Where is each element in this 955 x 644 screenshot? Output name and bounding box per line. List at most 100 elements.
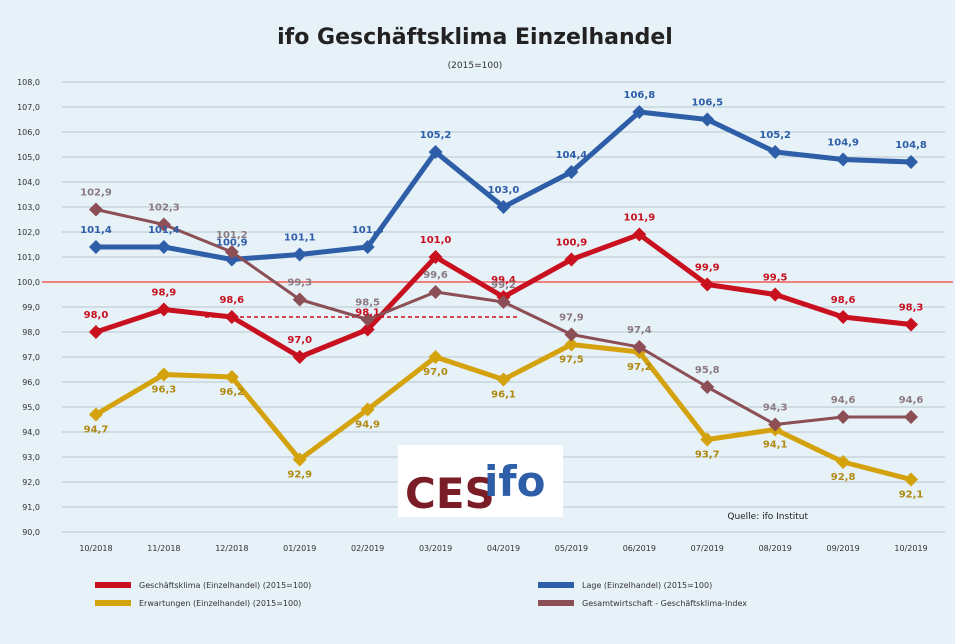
data-point (292, 452, 307, 467)
logo-text-ces: CES (405, 469, 495, 518)
legend-swatch (95, 600, 131, 606)
data-label: 96,1 (491, 390, 516, 401)
x-tick-label: 06/2019 (623, 544, 656, 553)
series-3 (88, 202, 919, 432)
y-tick-label: 104,0 (17, 178, 40, 187)
data-point (904, 317, 919, 332)
data-label: 100,9 (556, 238, 588, 249)
legend-swatch (538, 600, 574, 606)
data-point (904, 410, 919, 424)
legend-label: Lage (Einzelhandel) (2015=100) (582, 581, 712, 590)
y-tick-label: 99,0 (22, 303, 40, 312)
data-label: 101,4 (352, 225, 384, 236)
cesifo-logo: CES ifo (398, 445, 563, 518)
data-label: 104,9 (827, 138, 859, 149)
y-tick-label: 108,0 (17, 78, 40, 87)
data-label: 99,5 (763, 273, 788, 284)
y-tick-label: 94,0 (22, 428, 40, 437)
data-label: 101,4 (80, 225, 112, 236)
data-point (836, 410, 851, 424)
y-tick-label: 90,0 (22, 528, 40, 537)
data-label: 99,9 (695, 263, 720, 274)
data-point (224, 310, 239, 324)
data-label: 93,7 (695, 450, 720, 461)
data-label: 103,0 (488, 185, 520, 196)
data-label: 94,7 (84, 425, 109, 436)
logo-background (398, 445, 563, 517)
data-label: 92,9 (287, 470, 312, 481)
data-point (156, 217, 171, 232)
legend-label: Gesamtwirtschaft - Geschäftsklima-Index (582, 599, 747, 608)
data-label: 102,9 (80, 188, 112, 199)
x-tick-label: 08/2019 (759, 544, 792, 553)
series-layer (88, 105, 919, 487)
data-point (360, 240, 375, 254)
data-point (156, 367, 171, 382)
logo-text-ifo: ifo (484, 457, 546, 506)
data-label: 97,0 (287, 335, 312, 346)
data-point (88, 240, 103, 254)
data-label: 96,3 (152, 385, 177, 396)
data-point (768, 145, 783, 159)
data-point (88, 202, 103, 217)
data-point (428, 145, 443, 159)
data-point (904, 472, 919, 487)
data-point (700, 432, 715, 447)
data-point (700, 112, 715, 127)
y-tick-label: 92,0 (22, 478, 40, 487)
chart-title: ifo Geschäftsklima Einzelhandel (277, 25, 673, 50)
x-tick-label: 05/2019 (555, 544, 588, 553)
data-label: 97,0 (423, 367, 448, 378)
data-label: 97,9 (559, 313, 584, 324)
data-point (292, 292, 307, 307)
x-tick-label: 01/2019 (283, 544, 316, 553)
data-point (632, 227, 647, 242)
data-label: 94,9 (355, 420, 380, 431)
data-label: 101,0 (420, 235, 452, 246)
y-tick-label: 98,0 (22, 328, 40, 337)
data-point (836, 310, 851, 324)
data-point (224, 245, 239, 259)
data-label: 97,4 (627, 325, 652, 336)
data-point (496, 295, 511, 309)
label-layer: 101,4 101,4 100,9 101,1 101,4 105,2 103,0 104,4… (80, 90, 927, 501)
y-tick-label: 103,0 (17, 203, 40, 212)
data-point (360, 402, 375, 417)
data-label: 97,2 (627, 362, 652, 373)
legend: Geschäftsklima (Einzelhandel) (2015=100)… (95, 581, 747, 608)
x-tick-label: 07/2019 (691, 544, 724, 553)
data-label: 96,2 (219, 387, 244, 398)
data-point (904, 155, 919, 169)
y-tick-label: 107,0 (17, 103, 40, 112)
data-label: 104,4 (556, 150, 588, 161)
y-tick-label: 106,0 (17, 128, 40, 137)
y-tick-label: 93,0 (22, 453, 40, 462)
series-0 (88, 105, 919, 267)
data-point (768, 287, 783, 302)
data-point (360, 312, 375, 327)
data-point (428, 350, 443, 364)
data-label: 105,2 (759, 130, 791, 141)
data-label: 106,5 (691, 98, 723, 109)
data-label: 97,5 (559, 355, 584, 366)
data-label: 101,1 (284, 233, 316, 244)
data-point (700, 380, 715, 394)
data-label: 101,9 (624, 213, 656, 224)
data-label: 98,1 (355, 308, 380, 319)
legend-label: Geschäftsklima (Einzelhandel) (2015=100) (139, 581, 311, 590)
y-tick-label: 101,0 (17, 253, 40, 262)
x-tick-label: 02/2019 (351, 544, 384, 553)
x-tick-label: 11/2018 (147, 544, 180, 553)
y-tick-label: 95,0 (22, 403, 40, 412)
data-label: 99,4 (491, 275, 516, 286)
x-tick-label: 10/2018 (79, 544, 112, 553)
y-tick-label: 91,0 (22, 503, 40, 512)
data-point (564, 252, 579, 267)
x-tick-label: 09/2019 (826, 544, 859, 553)
data-label: 105,2 (420, 130, 452, 141)
data-point (428, 285, 443, 299)
data-label: 94,6 (831, 395, 856, 406)
data-label: 98,9 (152, 288, 177, 299)
